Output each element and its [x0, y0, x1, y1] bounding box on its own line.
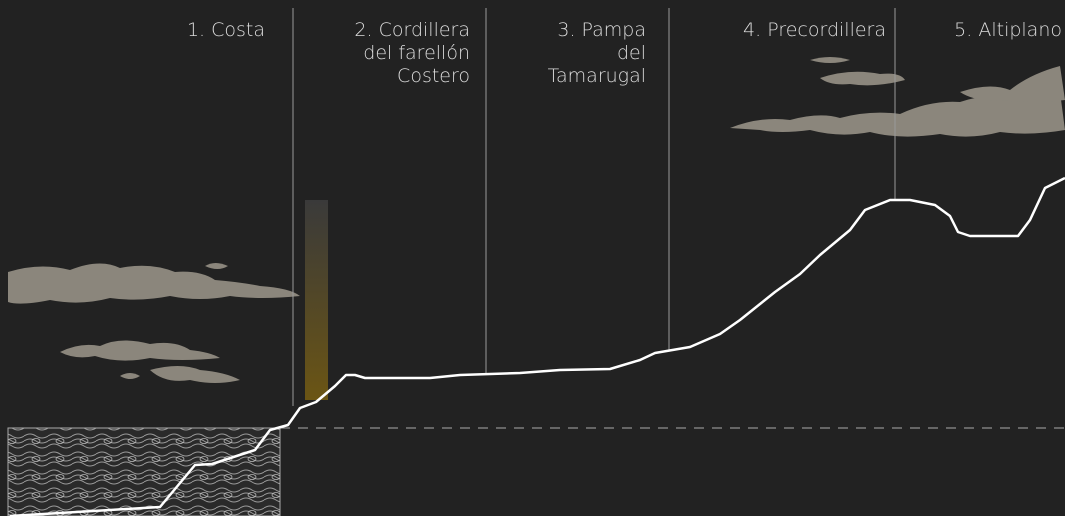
zone-label: 2. Cordillera [354, 19, 470, 41]
clouds-left [8, 263, 300, 383]
fog-bar [305, 200, 328, 400]
terrain-diagram: 1. Costa 2. Cordilleradel farellónCostero… [0, 0, 1065, 516]
zone-label: 4. Precordillera [743, 19, 886, 41]
zone-label: Costero [397, 65, 470, 87]
zone-label: 3. Pampa [557, 19, 646, 41]
zone-label: 5. Altiplano [954, 19, 1062, 41]
sea [8, 428, 280, 516]
zone-label: 1. Costa [187, 19, 265, 41]
zone-label: Tamarugal [548, 65, 646, 87]
zone-label: del farellón [363, 42, 470, 64]
clouds-right [730, 57, 1065, 137]
zone-label: del [617, 42, 646, 64]
